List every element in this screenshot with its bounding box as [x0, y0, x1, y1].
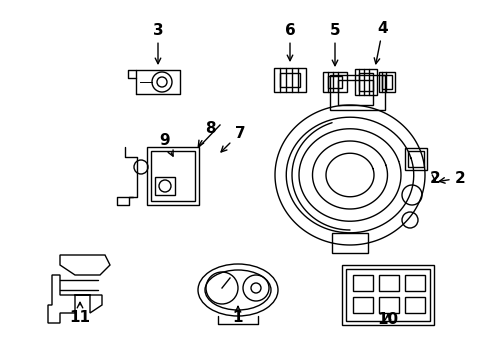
Bar	[342, 265, 434, 325]
Bar	[353, 275, 373, 291]
Text: 2: 2	[430, 171, 441, 185]
Bar	[379, 297, 399, 313]
Text: 9: 9	[160, 132, 173, 156]
Bar	[330, 75, 385, 110]
Bar	[155, 177, 175, 195]
Text: 4: 4	[374, 21, 388, 64]
Bar	[353, 297, 373, 313]
Text: 5: 5	[330, 23, 341, 66]
Text: 8: 8	[198, 121, 215, 147]
Bar	[405, 297, 425, 313]
Text: 7: 7	[221, 126, 245, 152]
Text: 2: 2	[439, 171, 466, 185]
Bar	[359, 73, 373, 91]
Text: 11: 11	[70, 302, 91, 325]
Bar	[379, 275, 399, 291]
Bar	[332, 233, 368, 253]
Text: 10: 10	[377, 312, 398, 328]
Bar	[323, 72, 347, 92]
Bar	[346, 269, 430, 321]
Text: 6: 6	[285, 23, 295, 61]
Bar	[382, 75, 392, 89]
Bar	[355, 69, 377, 95]
Bar	[379, 72, 395, 92]
Bar	[408, 151, 424, 167]
Bar	[274, 68, 306, 92]
Bar	[147, 147, 199, 205]
Text: 3: 3	[153, 23, 163, 64]
Bar	[151, 151, 195, 201]
Text: 1: 1	[233, 306, 243, 325]
Bar	[328, 76, 342, 88]
Bar	[338, 80, 373, 105]
Bar	[280, 73, 300, 87]
Bar	[405, 275, 425, 291]
Bar	[405, 148, 427, 170]
